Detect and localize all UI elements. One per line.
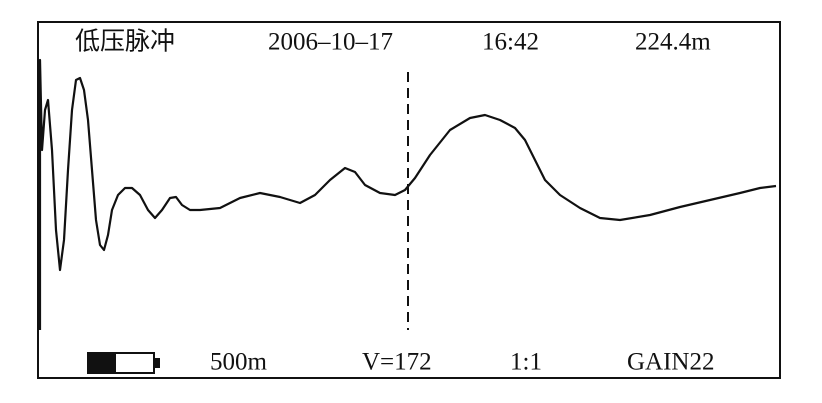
mode-label: 低压脉冲 (75, 28, 175, 56)
velocity-label: V=172 (362, 349, 432, 376)
range-label: 500m (210, 349, 268, 376)
waveform (38, 58, 777, 330)
scale-label: 1:1 (510, 349, 542, 376)
battery-icon (87, 352, 160, 374)
screen-border (37, 21, 781, 379)
gain-label: GAIN22 (627, 349, 715, 376)
distance-label: 224.4m (635, 29, 711, 56)
battery-tip (154, 358, 160, 368)
battery-level (88, 353, 116, 373)
date-label: 2006–10–17 (268, 29, 393, 56)
time-label: 16:42 (482, 29, 539, 56)
